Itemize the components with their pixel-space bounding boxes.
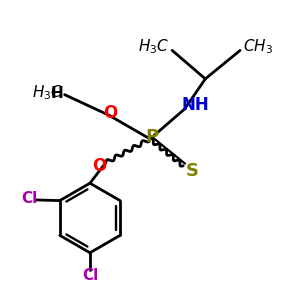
Text: NH: NH xyxy=(181,96,209,114)
Text: O: O xyxy=(103,104,118,122)
Text: P: P xyxy=(145,128,158,146)
Text: Cl: Cl xyxy=(82,268,98,283)
Text: Cl: Cl xyxy=(21,191,37,206)
Text: H: H xyxy=(50,85,63,100)
Text: $H_3C$: $H_3C$ xyxy=(138,37,169,56)
Text: S: S xyxy=(186,162,199,180)
Text: $CH_3$: $CH_3$ xyxy=(243,37,273,56)
Text: $H_3C$: $H_3C$ xyxy=(32,84,63,102)
Text: O: O xyxy=(92,158,106,175)
